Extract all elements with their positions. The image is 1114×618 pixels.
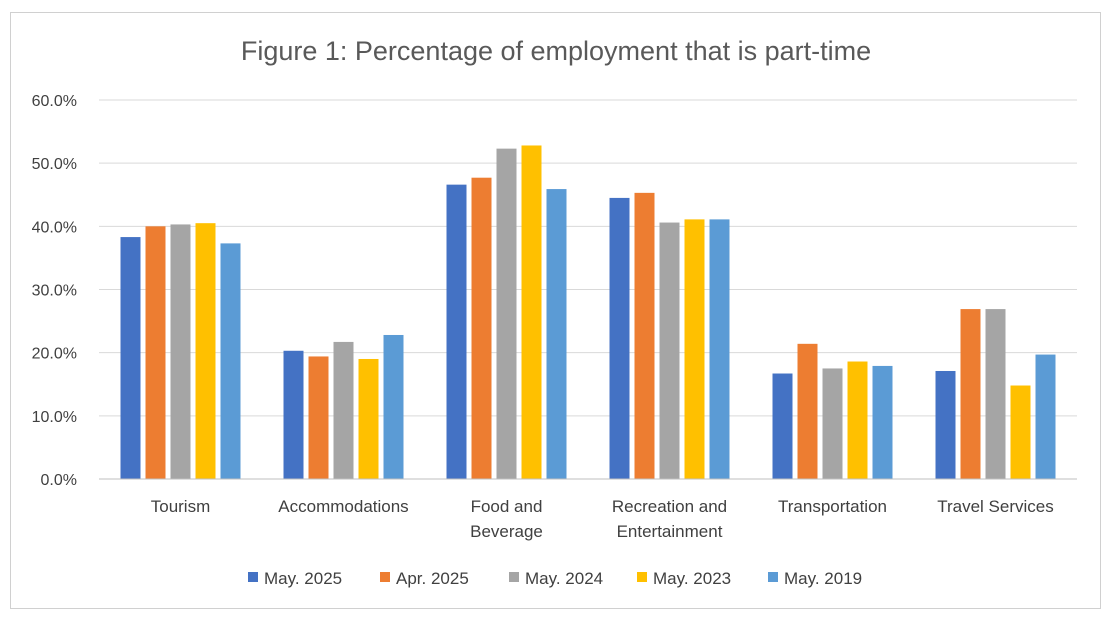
bar xyxy=(872,365,893,479)
bar xyxy=(333,341,354,479)
bars xyxy=(120,145,1056,480)
bar xyxy=(220,243,241,479)
legend-swatch xyxy=(380,572,390,582)
legend-swatch xyxy=(637,572,647,582)
legend-label: May. 2023 xyxy=(653,569,731,588)
bar xyxy=(283,350,304,479)
bar xyxy=(609,197,630,480)
bar xyxy=(496,148,517,479)
bar xyxy=(546,189,567,479)
bar xyxy=(797,343,818,479)
bar xyxy=(471,177,492,479)
y-tick-label: 30.0% xyxy=(32,283,77,300)
legend-label: May. 2025 xyxy=(264,569,342,588)
bar xyxy=(960,309,981,479)
bar xyxy=(1035,354,1056,479)
y-axis: 0.0% 10.0% 20.0% 30.0% 40.0% 50.0% 60.0% xyxy=(32,93,77,489)
y-tick-label: 20.0% xyxy=(32,346,77,363)
bar xyxy=(308,356,329,479)
bar xyxy=(383,334,404,479)
bar xyxy=(684,219,705,479)
bar-chart: Figure 1: Percentage of employment that … xyxy=(32,36,1077,588)
bar xyxy=(634,192,655,480)
bar xyxy=(1010,385,1031,479)
y-tick-label: 50.0% xyxy=(32,156,77,173)
bar xyxy=(772,373,793,479)
bar xyxy=(358,358,379,479)
bar xyxy=(822,368,843,479)
y-tick-label: 60.0% xyxy=(32,93,77,110)
bar xyxy=(935,370,956,479)
x-tick-label: Transportation xyxy=(778,497,887,516)
bar xyxy=(847,361,868,479)
legend-label: Apr. 2025 xyxy=(396,569,469,588)
x-tick-label: Food and Beverage xyxy=(470,497,543,541)
legend-swatch xyxy=(509,572,519,582)
bar xyxy=(521,145,542,480)
bar xyxy=(709,219,730,479)
legend-label: May. 2019 xyxy=(784,569,862,588)
x-tick-label: Recreation and Entertainment xyxy=(612,497,727,541)
bar xyxy=(145,226,166,479)
bar xyxy=(659,222,680,479)
legend-swatch xyxy=(248,572,258,582)
bar xyxy=(120,237,141,479)
bar xyxy=(446,184,467,480)
chart-frame: Figure 1: Percentage of employment that … xyxy=(10,12,1101,609)
x-tick-label: Tourism xyxy=(151,497,211,516)
bar xyxy=(195,223,216,479)
bar xyxy=(170,224,191,479)
y-tick-label: 40.0% xyxy=(32,219,77,236)
gridlines xyxy=(99,99,1077,417)
y-tick-label: 0.0% xyxy=(41,472,77,489)
bar xyxy=(985,309,1006,479)
x-axis: Tourism Accommodations Food and Beverage Rec… xyxy=(99,478,1077,541)
legend-label: May. 2024 xyxy=(525,569,603,588)
chart-title: Figure 1: Percentage of employment that … xyxy=(241,36,871,66)
x-tick-label: Travel Services xyxy=(937,497,1054,516)
legend: May. 2025 Apr. 2025 May. 2024 May. 2023 May.… xyxy=(248,569,862,588)
x-tick-label: Accommodations xyxy=(278,497,408,516)
legend-swatch xyxy=(768,572,778,582)
y-tick-label: 10.0% xyxy=(32,409,77,426)
